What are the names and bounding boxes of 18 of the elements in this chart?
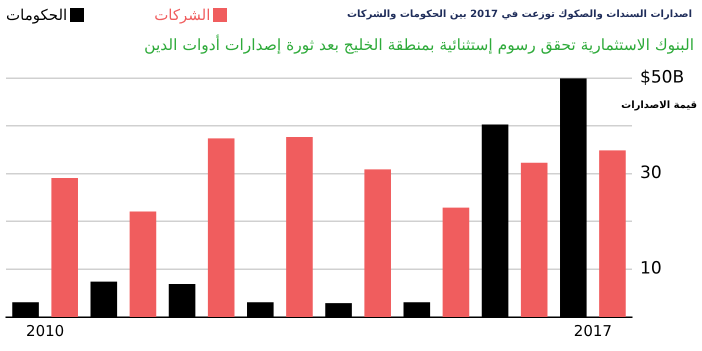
x-tick-label: 2017 [574,322,612,340]
legend-label: الحكومات [6,6,68,24]
legend-label: الشركات [154,6,210,24]
bar [520,162,548,317]
bar [130,211,156,317]
chart-title: اصدارات السندات والصكوك توزعت في 2017 بين الحكومات والشركات [346,9,692,20]
y-tick-label: 30 [640,163,662,184]
y-tick-label: $50B [640,68,684,88]
bar [286,136,313,317]
x-tick-label: 2010 [26,322,64,340]
bar [364,169,391,317]
y-axis-title: قيمة الاصدارات [621,100,697,111]
bar [599,150,626,317]
chart-subtitle: البنوك الاستثمارية تحقق رسوم إستثنائية بمنطقة الخليج بعد ثورة إصدارات أدوات الدين [144,36,694,54]
bar [208,138,234,317]
y-tick-label: 10 [640,258,662,279]
bar [442,208,470,317]
bar [51,178,78,317]
